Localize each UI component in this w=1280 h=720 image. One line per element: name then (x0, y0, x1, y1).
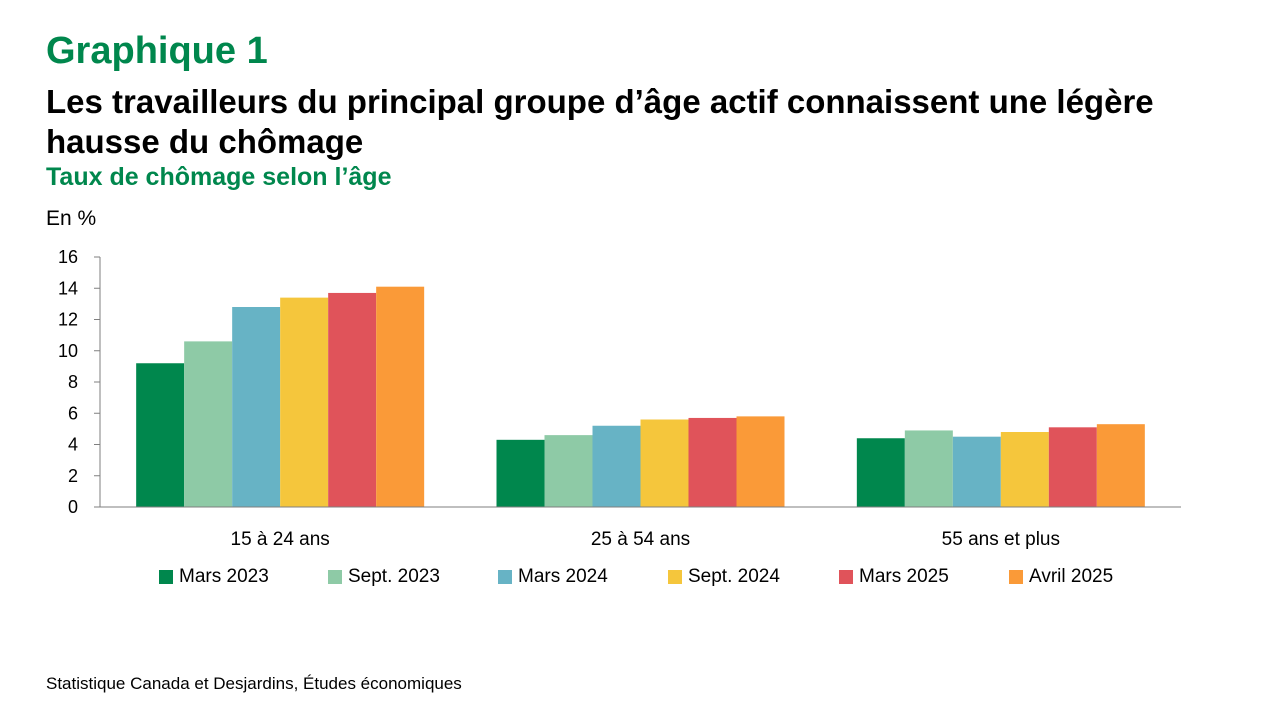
chart-subtitle: Taux de chômage selon l’âge (46, 163, 392, 191)
bar (328, 292, 377, 507)
legend-label: Sept. 2024 (688, 566, 780, 587)
bar (640, 419, 689, 507)
bar (280, 297, 329, 507)
y-tick-label: 12 (58, 310, 78, 330)
bar (592, 425, 641, 507)
bar (904, 430, 953, 507)
x-category-label: 15 à 24 ans (231, 529, 330, 550)
legend-label: Mars 2024 (518, 566, 608, 587)
legend-swatch (1009, 570, 1023, 584)
legend-label: Sept. 2023 (348, 566, 440, 587)
bar (544, 435, 593, 507)
bar (1000, 432, 1049, 507)
y-tick-label: 4 (68, 435, 78, 455)
bar (376, 286, 425, 507)
y-tick-label: 8 (68, 372, 78, 392)
y-axis-unit-label: En % (46, 207, 97, 230)
y-tick-label: 6 (68, 403, 78, 423)
bar (496, 439, 545, 507)
bar (856, 438, 905, 507)
y-tick-label: 2 (68, 466, 78, 486)
y-tick-label: 0 (68, 497, 78, 517)
legend-swatch (328, 570, 342, 584)
bar (1048, 427, 1097, 507)
chart-kicker: Graphique 1 (46, 30, 268, 72)
legend-swatch (159, 570, 173, 584)
x-category-label: 25 à 54 ans (591, 529, 690, 550)
legend-item: Sept. 2024 (668, 562, 780, 592)
legend-item: Mars 2025 (839, 562, 949, 592)
bar (232, 307, 281, 507)
legend-label: Avril 2025 (1029, 566, 1114, 587)
legend-swatch (839, 570, 853, 584)
chart-legend: Mars 2023 Sept. 2023 Mars 2024 Sept. 2024 Ma… (0, 562, 1280, 592)
bar (688, 417, 737, 507)
y-tick-label: 16 (58, 247, 78, 267)
legend-item: Mars 2023 (159, 562, 269, 592)
legend-label: Mars 2023 (179, 566, 269, 587)
bar (952, 436, 1001, 507)
bar (1096, 424, 1145, 507)
bar (136, 363, 185, 507)
y-tick-label: 14 (58, 278, 78, 298)
legend-swatch (668, 570, 682, 584)
y-tick-label: 10 (58, 341, 78, 361)
bar (184, 341, 233, 507)
source-note: Statistique Canada et Desjardins, Études… (46, 674, 462, 693)
x-category-label: 55 ans et plus (942, 529, 1060, 550)
legend-item: Avril 2025 (1009, 562, 1113, 592)
legend-item: Mars 2024 (498, 562, 608, 592)
bar (736, 416, 785, 507)
legend-label: Mars 2025 (859, 566, 949, 587)
legend-swatch (498, 570, 512, 584)
chart-title: Les travailleurs du principal groupe d’â… (46, 83, 1154, 160)
legend-item: Sept. 2023 (328, 562, 440, 592)
